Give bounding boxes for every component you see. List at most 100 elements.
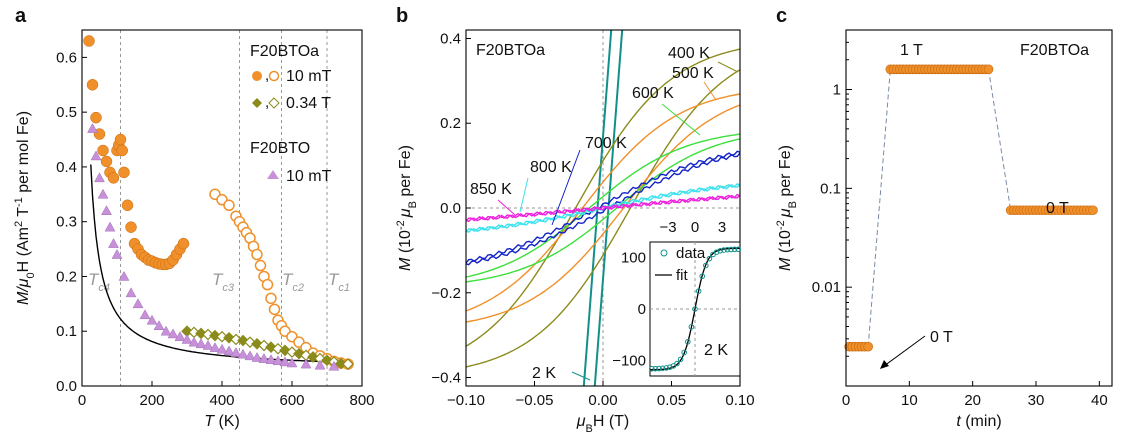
tc-label: Tc3 bbox=[212, 270, 235, 294]
data-point-F20BTO bbox=[94, 172, 105, 183]
inset-data-point bbox=[713, 249, 720, 255]
data-point-034T bbox=[272, 342, 284, 355]
data-point-034T bbox=[216, 330, 228, 343]
data-point-F20BTO bbox=[181, 333, 193, 344]
data-point-F20BTO bbox=[251, 352, 263, 362]
x-tick-label: 0.10 bbox=[725, 392, 754, 409]
inset-data-point bbox=[688, 324, 695, 330]
data-point bbox=[1088, 205, 1098, 216]
data-point-034T bbox=[230, 333, 242, 346]
inset-data-point bbox=[699, 273, 706, 280]
panel-c: c 0 10 20 30 40 0.01 0.1 1 t (min) M (10-2 μB per … bbox=[775, 5, 1113, 430]
data-point-F20BTO bbox=[202, 339, 214, 350]
data-point-034T bbox=[265, 341, 277, 353]
label-part: (min) bbox=[961, 413, 1002, 430]
x-tick-label: 0 bbox=[842, 392, 850, 409]
fit-curve bbox=[90, 164, 352, 364]
inset-data-point bbox=[728, 246, 734, 253]
inset-data-point bbox=[724, 246, 731, 253]
data-point-10mT-open bbox=[265, 292, 277, 305]
panel-letter-b: b bbox=[396, 5, 408, 27]
x-axis-label-b: μBH (T) bbox=[576, 413, 630, 435]
inset-data-point bbox=[703, 262, 709, 269]
label-leader bbox=[661, 103, 701, 136]
inset-data-point bbox=[674, 360, 680, 367]
data-point-10mT-open bbox=[251, 248, 263, 261]
arrow-head bbox=[880, 360, 889, 369]
inset-data-point bbox=[667, 364, 673, 370]
series-700K bbox=[466, 150, 740, 264]
data-point-F20BTO bbox=[125, 287, 137, 298]
label-part: per mol Fe) bbox=[15, 111, 32, 197]
tc-base: T bbox=[88, 270, 100, 289]
data-point-10mT-open bbox=[261, 278, 274, 291]
label-leader bbox=[497, 199, 516, 216]
legend-marker bbox=[267, 170, 279, 179]
inset-legend-marker bbox=[660, 249, 668, 257]
y-tick-label: 0.4 bbox=[440, 30, 461, 47]
data-point-F20BTO bbox=[146, 314, 158, 325]
plot-frame-c bbox=[845, 29, 1113, 387]
label-part: B bbox=[787, 201, 799, 208]
data-point-10mT-open bbox=[223, 199, 235, 212]
x-tick-label: 10 bbox=[901, 392, 918, 409]
data-point-10mT bbox=[121, 199, 134, 212]
inset-data-point bbox=[677, 356, 684, 363]
tc-label: Tc2 bbox=[282, 270, 304, 294]
x-tick-label: 800 bbox=[349, 392, 374, 409]
annotation-0T-early: 0 T bbox=[930, 329, 953, 346]
connector bbox=[867, 69, 891, 347]
legend-label-10mT: 10 mT bbox=[286, 68, 332, 85]
label-part: per Fe) bbox=[777, 145, 794, 201]
x-axis-label-a: T (K) bbox=[204, 413, 240, 430]
inset-x-tick-label: −3 bbox=[659, 219, 676, 236]
y-tick-label: 0.5 bbox=[56, 104, 77, 121]
data-point-10mT bbox=[100, 155, 113, 168]
tc-base: T bbox=[328, 270, 340, 289]
data-point-10mT-open bbox=[254, 259, 267, 272]
annotation-1T: 1 T bbox=[900, 42, 923, 59]
inset-data-point bbox=[731, 246, 738, 253]
label-part: T bbox=[15, 207, 32, 221]
data-point-10mT bbox=[125, 221, 137, 233]
data-point-034T bbox=[342, 358, 354, 370]
series-label-500K: 500 K bbox=[672, 65, 714, 82]
x-tick-label: 0.05 bbox=[657, 392, 686, 409]
series-850K bbox=[466, 193, 740, 222]
tc-label: Tc4 bbox=[88, 270, 110, 294]
inset-legend-fit: fit bbox=[676, 267, 689, 284]
data-point bbox=[863, 341, 873, 352]
inset-y-tick-label: 0 bbox=[638, 301, 646, 318]
tc-sub: c2 bbox=[292, 282, 304, 294]
inset-data-point bbox=[717, 248, 724, 254]
label-part: M/ bbox=[15, 286, 32, 305]
data-point-10mT bbox=[114, 133, 127, 146]
legend-comma: , bbox=[265, 94, 269, 111]
label-leader bbox=[551, 149, 581, 226]
data-point-F20BTO bbox=[216, 343, 228, 354]
y-tick-label: 0.2 bbox=[56, 268, 77, 285]
data-point-10mT bbox=[118, 166, 130, 179]
data-point-10mT bbox=[90, 111, 102, 124]
tc-label: Tc1 bbox=[328, 270, 350, 294]
label-part: μ bbox=[15, 278, 32, 288]
series-label-2K: 2 K bbox=[532, 365, 556, 382]
legend-marker bbox=[268, 70, 280, 82]
y-tick-label: 0.6 bbox=[56, 49, 77, 66]
x-tick-label: −0.05 bbox=[516, 392, 554, 409]
tc-base: T bbox=[212, 270, 224, 289]
inset-data-point bbox=[735, 246, 742, 253]
y-axis-label-a: M/μ0H (Am2 T-1 per mol Fe) bbox=[13, 111, 37, 305]
data-point-10mT bbox=[107, 172, 120, 184]
legend-marker bbox=[268, 97, 280, 109]
data-point-F20BTO bbox=[108, 238, 119, 248]
legend-title-2: F20BTO bbox=[250, 140, 310, 157]
y-tick-label: 1 bbox=[833, 82, 841, 99]
label-part: M bbox=[777, 257, 794, 271]
inset-data-point bbox=[692, 306, 698, 312]
label-part: H (Am bbox=[15, 227, 32, 272]
series-600K bbox=[466, 133, 740, 278]
data-point-F20BTO bbox=[328, 360, 340, 371]
data-point-F20BTO bbox=[167, 328, 179, 339]
y-axis-label-b: M (10-2 μB per Fe) bbox=[395, 145, 419, 271]
